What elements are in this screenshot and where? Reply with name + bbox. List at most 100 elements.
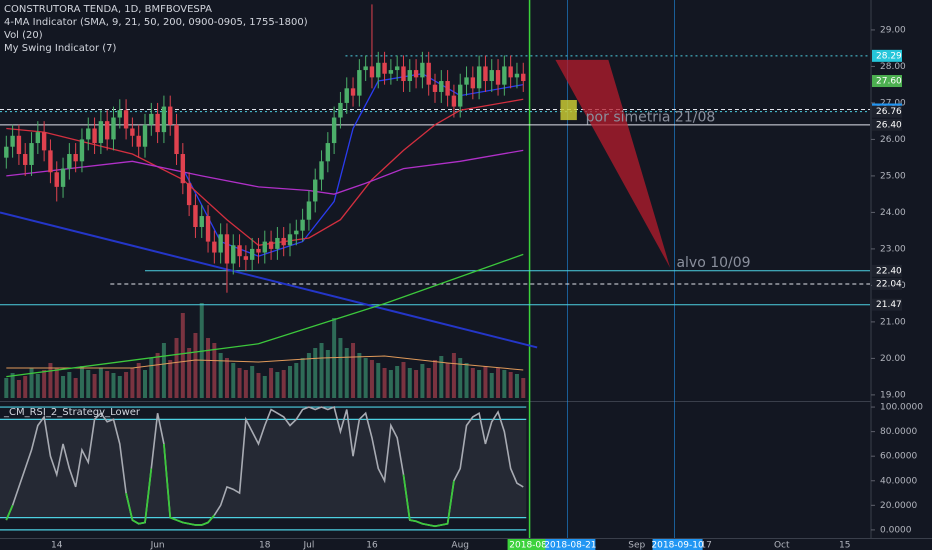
candle-body xyxy=(256,248,261,253)
volume-bar xyxy=(161,343,166,398)
volume-bar xyxy=(477,370,482,398)
x-tick-label: 18 xyxy=(259,541,271,550)
candle-body xyxy=(432,84,438,92)
candle-body xyxy=(67,154,72,169)
date-marker-bg xyxy=(652,539,703,550)
volume-bar xyxy=(35,374,40,398)
volume-bar xyxy=(224,358,229,398)
price-label: 22.04 xyxy=(876,279,902,289)
candle-body xyxy=(149,113,154,125)
candle-body xyxy=(218,234,223,253)
y-tick-label: 20.0000 xyxy=(880,501,917,511)
y-tick-label: 26.00 xyxy=(880,135,906,145)
volume-bar xyxy=(521,378,526,398)
volume-bar xyxy=(439,356,444,398)
volume-bar xyxy=(313,348,318,398)
rsi-signal xyxy=(131,519,140,525)
candle-body xyxy=(268,241,274,249)
candle-body xyxy=(98,121,104,144)
y-tick-label: 20.00 xyxy=(880,354,906,364)
candle-body xyxy=(54,172,59,187)
candle-body xyxy=(489,70,494,82)
candle-body xyxy=(451,95,457,107)
rsi-signal xyxy=(182,521,190,525)
volume-bar xyxy=(351,343,356,398)
chart-title: CONSTRUTORA TENDA, 1D, BMFBOVESPA xyxy=(4,4,212,15)
y-tick-label: 60.0000 xyxy=(880,452,917,462)
rsi-signal xyxy=(163,443,172,518)
volume-bar xyxy=(376,363,381,398)
candle-body xyxy=(111,117,116,140)
candle-body xyxy=(445,81,450,96)
volume-bar xyxy=(105,371,110,398)
candle-body xyxy=(48,150,53,173)
volume-bar xyxy=(269,368,274,398)
candle-body xyxy=(344,88,349,103)
volume-bar xyxy=(508,372,513,398)
candle-body xyxy=(231,245,236,264)
rsi-signal xyxy=(446,480,455,524)
candle-body xyxy=(92,128,97,144)
volume-bar xyxy=(237,368,242,398)
candle-body xyxy=(294,230,299,235)
candle-body xyxy=(458,84,463,107)
marker-box xyxy=(560,100,577,121)
volume-bar xyxy=(149,358,154,398)
volume-bar xyxy=(250,366,255,398)
candle-body xyxy=(186,183,192,206)
candle-body xyxy=(401,66,406,82)
indicator-label: 4-MA Indicator (SMA, 9, 21, 50, 200, 090… xyxy=(4,17,308,28)
y-tick-label: 0.0000 xyxy=(880,525,912,535)
volume-bar xyxy=(61,376,66,398)
volume-bar xyxy=(445,363,450,398)
candle-body xyxy=(388,70,394,74)
volume-bar xyxy=(136,363,141,398)
volume-bar xyxy=(130,368,135,398)
candle-body xyxy=(508,66,513,78)
candle-body xyxy=(193,205,198,228)
y-tick-label: 28.00 xyxy=(880,62,906,72)
price-label-bg xyxy=(872,118,902,131)
volume-ma xyxy=(6,355,524,371)
volume-bar xyxy=(86,370,91,398)
candle-body xyxy=(325,143,331,162)
volume-bar xyxy=(275,372,280,398)
x-tick-label: Jun xyxy=(150,541,165,550)
y-tick-label: 100.0000 xyxy=(880,403,923,413)
date-marker-bg xyxy=(545,539,596,550)
volume-bar xyxy=(67,372,72,398)
price-label-bg xyxy=(872,105,902,118)
candle-body xyxy=(136,135,141,147)
candle-body xyxy=(281,237,286,246)
price-label: 27.60 xyxy=(876,77,902,87)
rsi-signal xyxy=(422,522,429,526)
candle-body xyxy=(243,256,249,260)
volume-bar xyxy=(464,363,469,398)
x-tick-label: Sep xyxy=(628,541,645,550)
candle-body xyxy=(413,70,419,78)
volume-bar xyxy=(496,368,501,398)
volume-bar xyxy=(281,370,286,398)
volume-bar xyxy=(369,360,374,398)
candle-body xyxy=(168,106,173,125)
candle-body xyxy=(502,66,507,85)
volume-bar xyxy=(212,343,217,398)
volume-bar xyxy=(325,350,330,398)
candle-body xyxy=(439,81,444,92)
rsi-signal xyxy=(428,524,436,528)
volume-bar xyxy=(401,362,406,398)
candle-body xyxy=(300,219,305,231)
rsi-signal xyxy=(125,492,134,521)
rsi-signal xyxy=(144,468,153,523)
rsi-signal xyxy=(5,504,14,521)
candle-body xyxy=(161,106,167,133)
volume-bar xyxy=(382,368,387,398)
volume-bar xyxy=(338,338,343,398)
volume-bar xyxy=(92,374,97,398)
volume-bar xyxy=(193,333,198,398)
candle-body xyxy=(382,62,387,74)
candle-body xyxy=(369,66,375,78)
candle-body xyxy=(483,66,488,82)
x-tick-label: Oct xyxy=(774,541,790,550)
candle-body xyxy=(10,135,15,147)
